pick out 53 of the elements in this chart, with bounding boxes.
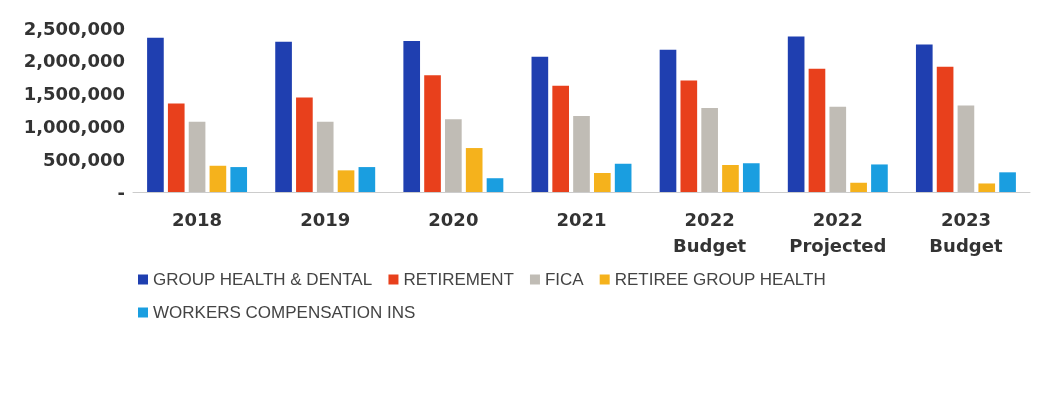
x-tick-label: 2021	[556, 208, 607, 230]
bar	[147, 37, 164, 192]
bar	[275, 41, 292, 192]
legend-label: FICA	[544, 270, 585, 289]
y-tick-label: 2,000,000	[23, 50, 125, 72]
bar	[424, 75, 441, 192]
bar	[659, 49, 677, 192]
x-tick-label: 2020	[428, 208, 479, 230]
bar	[871, 164, 888, 192]
bar	[978, 183, 996, 192]
bar	[915, 44, 933, 192]
bar	[230, 167, 248, 192]
bar	[316, 121, 334, 192]
legend-label: RETIREMENT	[403, 270, 514, 289]
bar	[593, 172, 611, 192]
bar	[808, 68, 826, 192]
bar	[850, 182, 867, 192]
bar	[486, 178, 504, 192]
bar	[573, 115, 590, 192]
bar	[701, 108, 718, 192]
bar	[614, 163, 632, 192]
bar	[742, 163, 760, 192]
x-tick-label: 2018	[172, 208, 223, 230]
legend-label: RETIREE GROUP HEALTH	[614, 270, 826, 289]
x-tick-label: 2023 Budget	[929, 208, 1003, 256]
bar	[957, 105, 975, 192]
bar	[722, 165, 739, 192]
x-tick-label: 2019	[300, 208, 351, 230]
bar	[209, 165, 227, 192]
y-tick-label: -	[117, 181, 125, 203]
y-tick-label: 500,000	[43, 148, 125, 170]
bar	[999, 172, 1016, 192]
y-tick-label: 1,500,000	[23, 83, 125, 105]
bar	[552, 85, 570, 192]
x-tick-label: 2022 Projected	[789, 208, 887, 256]
bar	[936, 66, 954, 192]
bar	[445, 119, 462, 192]
bar	[403, 41, 421, 192]
bar	[337, 170, 355, 192]
x-tick-label: 2022 Budget	[673, 208, 747, 256]
bar	[680, 80, 698, 192]
y-tick-label: 2,500,000	[23, 17, 125, 39]
bar	[167, 103, 185, 192]
bar	[188, 121, 206, 192]
bar	[787, 36, 805, 192]
legend-label: WORKERS COMPENSATION INS	[153, 303, 416, 322]
y-tick-label: 1,000,000	[23, 115, 125, 137]
bar	[829, 106, 847, 192]
legend-label: GROUP HEALTH & DENTAL	[153, 270, 373, 289]
bar	[358, 167, 376, 192]
bar	[296, 97, 313, 192]
bar	[531, 56, 549, 192]
bar	[465, 148, 483, 192]
